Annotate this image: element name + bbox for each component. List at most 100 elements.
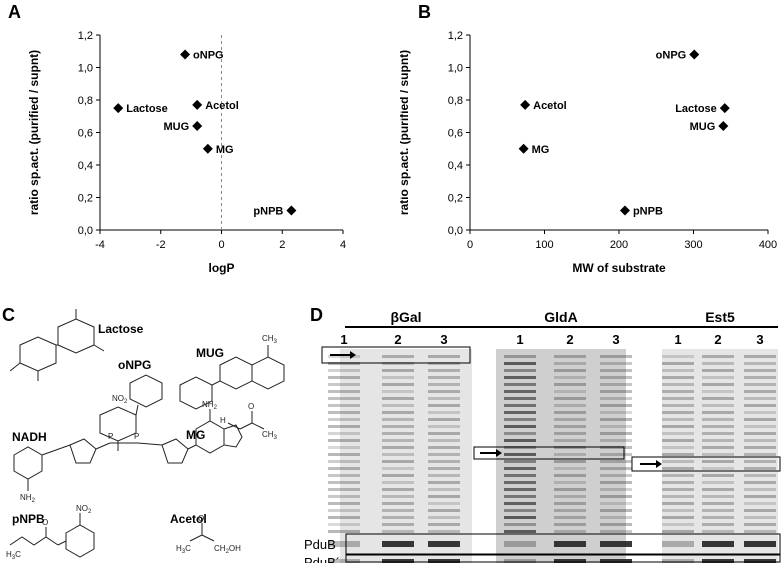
- highlight-box-glda: [473, 446, 625, 460]
- gel-band: [328, 397, 360, 400]
- mug-ring-1: [219, 356, 253, 390]
- data-point-pnpb: [286, 205, 297, 216]
- gel-band: [702, 453, 734, 456]
- gel-band: [600, 397, 632, 400]
- gel-band: [744, 362, 776, 365]
- x-tick-label: 4: [340, 239, 346, 251]
- gel-band: [554, 355, 586, 358]
- gel-band: [428, 369, 460, 372]
- gel-band: [662, 530, 694, 533]
- gel-band: [744, 376, 776, 379]
- nadh-pyridine-ring: [13, 446, 43, 480]
- gel-band: [328, 355, 360, 358]
- gel-band: [702, 397, 734, 400]
- mg-o: O: [248, 402, 254, 411]
- gel-band: [662, 509, 694, 512]
- pdub-prime-band: [428, 559, 460, 563]
- nadh-ribose-2: [161, 438, 189, 464]
- gel-band: [328, 418, 360, 421]
- gel-band: [504, 530, 536, 533]
- point-label-onpg: oNPG: [193, 50, 224, 62]
- gel-band: [662, 439, 694, 442]
- x-axis-label: logP: [209, 261, 235, 275]
- chemical-structures: Lactose oNPG MUG MG NADH pNPB Acetol NO2…: [6, 309, 285, 561]
- gel-band: [702, 446, 734, 449]
- nadh-adenine-ring-2: [223, 424, 243, 448]
- gel-band: [600, 460, 632, 463]
- gel-band: [328, 383, 360, 386]
- gel-band: [428, 383, 460, 386]
- lactose-ring-1: [19, 336, 57, 372]
- data-point-acetol: [520, 99, 531, 110]
- pnpb-h3c: H3C: [6, 550, 21, 561]
- gel-band: [554, 418, 586, 421]
- gel-band: [702, 383, 734, 386]
- data-point-lactose: [719, 103, 730, 114]
- y-axis-label: ratio sp.act. (purified / supnt): [400, 50, 411, 215]
- gel-band: [744, 481, 776, 484]
- gel-band: [702, 411, 734, 414]
- gel-band: [382, 516, 414, 519]
- gel-band: [744, 453, 776, 456]
- lactose-label: Lactose: [98, 322, 144, 336]
- scatter-chart-logp: 0,0 0,2 0,4 0,6 0,8 1,0 1,2 -4 -2 0 2 4 logP ratio sp…: [27, 30, 346, 275]
- mug-ring-2: [251, 356, 285, 390]
- point-label-acetol: Acetol: [205, 100, 239, 112]
- gel-band: [702, 481, 734, 484]
- gel-band: [428, 460, 460, 463]
- gel-background: [340, 349, 472, 563]
- gel-band: [554, 488, 586, 491]
- y-tick-label: 0,8: [78, 95, 93, 107]
- gel-band: [428, 418, 460, 421]
- gel-band: [382, 530, 414, 533]
- acetol-label: Acetol: [170, 512, 207, 526]
- y-tick-label: 0,8: [448, 95, 463, 107]
- gel-band: [382, 376, 414, 379]
- gel-band: [554, 397, 586, 400]
- gel-band: [702, 404, 734, 407]
- gel-band: [554, 376, 586, 379]
- gel-band: [428, 439, 460, 442]
- gel-band: [600, 453, 632, 456]
- gel-band: [382, 432, 414, 435]
- gel-band: [382, 439, 414, 442]
- gel-band: [744, 495, 776, 498]
- gel-band: [328, 432, 360, 435]
- gel-band: [428, 404, 460, 407]
- gel-band: [744, 467, 776, 470]
- gel-band: [504, 488, 536, 491]
- gel-band: [328, 474, 360, 477]
- gel-band: [504, 355, 536, 358]
- lane-number: 3: [440, 332, 447, 347]
- adenine-nh2: NH2: [202, 400, 218, 411]
- gel-band: [662, 495, 694, 498]
- acetol-ch2oh: CH2OH: [214, 544, 241, 555]
- gel-band: [382, 488, 414, 491]
- gel-band: [702, 362, 734, 365]
- panel-letter-a: A: [8, 2, 21, 22]
- gel-band: [328, 481, 360, 484]
- gel-band: [328, 523, 360, 526]
- gel-band: [328, 467, 360, 470]
- gel-band: [504, 397, 536, 400]
- pdub-prime-band: [382, 559, 414, 563]
- gel-background: [662, 349, 778, 563]
- gel-band: [554, 383, 586, 386]
- gel-band: [428, 516, 460, 519]
- gel-band: [428, 481, 460, 484]
- gel-band: [328, 502, 360, 505]
- x-axis-label: MW of substrate: [572, 261, 666, 275]
- gel-band: [554, 411, 586, 414]
- highlight-box-pdub: [345, 533, 781, 555]
- gel-band: [600, 425, 632, 428]
- phosphate-1: P: [108, 432, 113, 441]
- gel-band: [428, 355, 460, 358]
- gel-band: [662, 446, 694, 449]
- y-tick-label: 1,2: [78, 30, 93, 42]
- gel-band: [600, 355, 632, 358]
- gel-band: [328, 516, 360, 519]
- gel-band: [702, 495, 734, 498]
- gel-band: [702, 509, 734, 512]
- gel-band: [662, 432, 694, 435]
- gel-band: [554, 467, 586, 470]
